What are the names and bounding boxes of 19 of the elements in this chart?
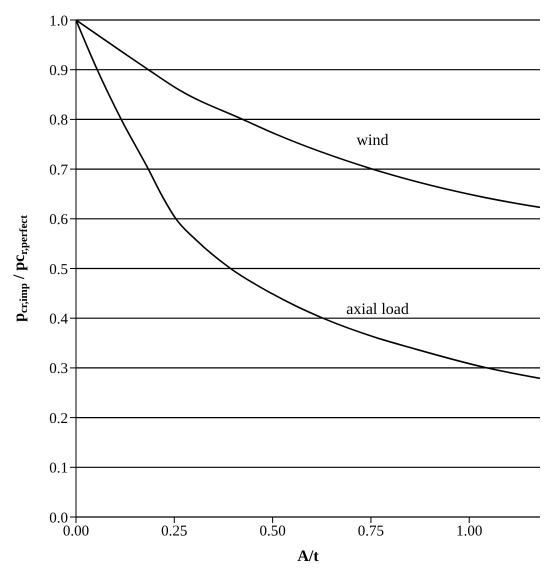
y-tick-label: 0.5	[49, 262, 68, 278]
series-label: wind	[356, 132, 388, 150]
x-tick-label: 1.00	[456, 524, 482, 540]
y-tick-label: 0.7	[49, 162, 68, 178]
y-tick-label: 0.0	[49, 510, 68, 526]
y-tick-label: 0.3	[49, 361, 68, 378]
y-tick-label: 1.0	[49, 13, 68, 30]
x-tick-label: 0.25	[161, 524, 188, 540]
y-tick-label: 0.2	[49, 410, 68, 427]
y-tick-label: 0.1	[49, 460, 68, 477]
y-tick-label: 0.4	[49, 312, 68, 328]
series-label: axial load	[346, 301, 409, 318]
y-tick-label: 0.6	[49, 212, 68, 228]
x-tick-label: 0.00	[62, 524, 90, 540]
y-tick-label: 0.8	[49, 112, 68, 129]
x-tick-label: 0.50	[259, 524, 286, 540]
x-axis-title: A/t	[297, 548, 320, 565]
x-tick-label: 0.75	[358, 524, 384, 540]
y-tick-label: 0.9	[49, 63, 68, 80]
